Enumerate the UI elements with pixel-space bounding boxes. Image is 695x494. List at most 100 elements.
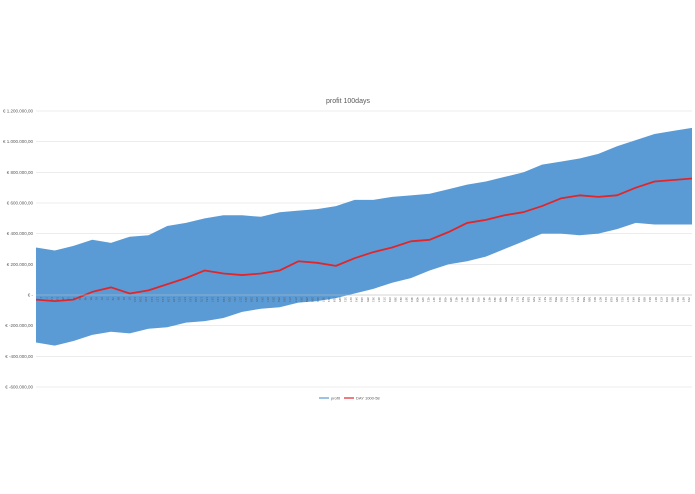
legend: profit DAY 1000-58 [319,396,380,401]
x-tick-label: 685 [670,297,674,302]
x-tick-label: 289 [305,297,309,302]
x-tick-label: 103 [133,297,137,302]
y-tick-label: € -400.000,00 [5,354,33,359]
x-tick-label: 313 [327,297,331,302]
x-tick-label: 553 [549,297,553,302]
x-tick-label: 199 [222,297,226,302]
x-tick-label: 385 [393,297,397,302]
x-tick-label: 151 [177,297,181,302]
x-tick-label: 619 [609,297,613,302]
x-tick-label: 19 [56,297,60,301]
x-tick-label: 589 [582,297,586,302]
x-tick-label: 301 [316,297,320,302]
x-tick-label: 109 [139,297,143,302]
x-tick-label: 691 [676,297,680,302]
x-tick-label: 271 [288,297,292,302]
x-tick-label: 241 [261,297,265,302]
y-axis: € 1.200.000,00 € 1.000.000,00 € 800.000,00… [3,109,34,390]
x-tick-label: 661 [648,297,652,302]
x-tick-label: 283 [299,297,303,302]
x-tick-label: 133 [161,297,165,302]
x-tick-label: 115 [144,297,148,302]
x-tick-label: 439 [443,297,447,302]
x-tick-label: 667 [654,297,658,302]
y-tick-label: € 1.000.000,00 [3,139,34,144]
x-tick-label: 145 [172,297,176,302]
x-tick-label: 649 [637,297,641,302]
y-tick-label: € 800.000,00 [7,170,34,175]
x-tick-label: 577 [571,297,575,302]
x-tick-label: 343 [355,297,359,302]
x-tick-label: 535 [532,297,536,302]
x-tick-label: 187 [211,297,215,302]
x-tick-label: 421 [427,297,431,302]
x-tick-label: 673 [659,297,663,302]
x-tick-label: 319 [333,297,337,302]
x-tick-label: 583 [576,297,580,302]
y-tick-label: € 200.000,00 [7,262,34,267]
x-tick-label: 55 [89,297,93,301]
x-tick-label: 331 [344,297,348,302]
x-tick-label: 295 [310,297,314,302]
x-tick-label: 517 [515,297,519,302]
x-tick-label: 643 [632,297,636,302]
x-tick-label: 49 [83,297,87,301]
x-tick-label: 163 [189,297,193,302]
x-tick-label: 469 [471,297,475,302]
x-tick-label: 601 [593,297,597,302]
x-tick-label: 355 [366,297,370,302]
x-tick-label: 697 [681,297,685,302]
x-tick-label: 37 [72,297,76,301]
x-tick-label: 409 [416,297,420,302]
x-tick-label: 679 [665,297,669,302]
series-profit-band [36,127,692,346]
x-tick-label: 31 [67,297,71,301]
x-tick-label: 631 [621,297,625,302]
y-tick-label: € - [28,293,34,298]
x-tick-label: 379 [388,297,392,302]
x-tick-label: 505 [504,297,508,302]
x-tick-label: 607 [598,297,602,302]
x-tick-label: 529 [526,297,530,302]
x-tick-label: 595 [587,297,591,302]
x-tick-label: 67 [100,297,104,301]
x-tick-label: 259 [277,297,281,302]
x-tick-label: 25 [61,297,65,301]
x-tick-label: 451 [454,297,458,302]
x-tick-label: 91 [122,297,126,301]
x-tick-label: 397 [405,297,409,302]
x-tick-label: 7 [45,297,49,299]
x-tick-label: 403 [410,297,414,302]
x-tick-label: 637 [626,297,630,302]
x-tick-label: 193 [216,297,220,302]
x-tick-label: 541 [537,297,541,302]
x-tick-label: 325 [338,297,342,302]
x-tick-label: 457 [460,297,464,302]
x-tick-label: 61 [94,297,98,301]
x-tick-label: 373 [382,297,386,302]
x-tick-label: 43 [78,297,82,301]
x-tick-label: 139 [166,297,170,302]
x-tick-label: 571 [565,297,569,302]
x-axis: 1 7 13 19 25 31 37 43 49 55 61 67 73 79 85 91 97 103 109 11… [36,294,692,302]
x-tick-label: 475 [477,297,481,302]
x-tick-label: 235 [255,297,259,302]
x-tick-label: 247 [266,297,270,302]
x-tick-label: 361 [371,297,375,302]
x-tick-label: 265 [283,297,287,302]
x-tick-label: 277 [294,297,298,302]
x-tick-label: 499 [499,297,503,302]
x-tick-label: 205 [227,297,231,302]
x-tick-label: 211 [233,297,237,302]
x-tick-label: 559 [554,297,558,302]
y-tick-label: € -200.000,00 [5,323,33,328]
x-tick-label: 493 [493,297,497,302]
y-tick-label: € 400.000,00 [7,231,34,236]
legend-label-profit: profit [331,396,341,401]
x-tick-label: 427 [432,297,436,302]
chart-title: profit 100days [326,98,370,105]
x-tick-label: 349 [360,297,364,302]
x-tick-label: 181 [205,297,209,302]
x-tick-label: 253 [272,297,276,302]
x-tick-label: 307 [321,297,325,302]
